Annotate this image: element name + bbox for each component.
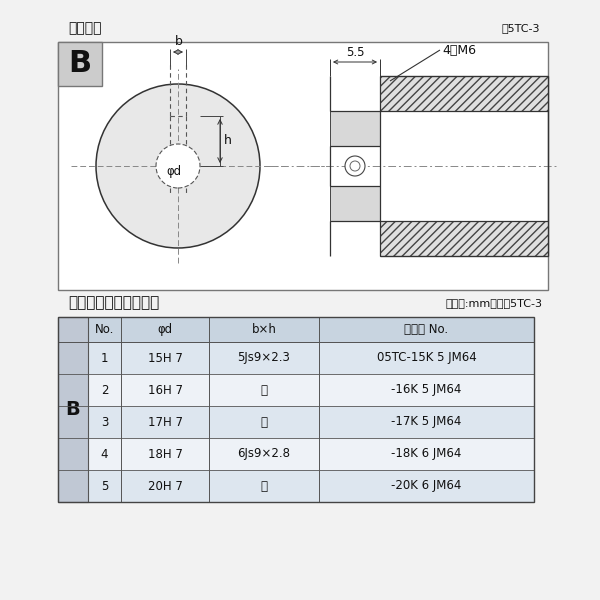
Bar bbox=[88, 470, 534, 502]
Text: 18H 7: 18H 7 bbox=[148, 448, 182, 461]
Text: 5.5: 5.5 bbox=[346, 46, 364, 59]
Circle shape bbox=[156, 144, 200, 188]
Text: b×h: b×h bbox=[251, 323, 277, 336]
Text: 15H 7: 15H 7 bbox=[148, 352, 182, 364]
Text: -16K 5 JM64: -16K 5 JM64 bbox=[391, 383, 461, 397]
Text: -18K 6 JM64: -18K 6 JM64 bbox=[391, 448, 461, 461]
Text: 図5TC-3: 図5TC-3 bbox=[502, 23, 540, 33]
Text: 5Js9×2.3: 5Js9×2.3 bbox=[238, 352, 290, 364]
Bar bbox=[330, 111, 380, 146]
Text: 17H 7: 17H 7 bbox=[148, 415, 182, 428]
Text: 軸穴形状コード一覧表: 軸穴形状コード一覧表 bbox=[68, 295, 159, 311]
Text: B: B bbox=[65, 400, 80, 419]
Bar bbox=[380, 221, 548, 256]
Text: b: b bbox=[175, 35, 183, 48]
Text: 4: 4 bbox=[101, 448, 108, 461]
Text: 20H 7: 20H 7 bbox=[148, 479, 182, 493]
Text: -17K 5 JM64: -17K 5 JM64 bbox=[391, 415, 461, 428]
Bar bbox=[88, 342, 534, 374]
Text: 〃: 〃 bbox=[260, 415, 268, 428]
Text: h: h bbox=[224, 134, 232, 148]
Text: コード No.: コード No. bbox=[404, 323, 449, 336]
Circle shape bbox=[96, 84, 260, 248]
Bar bbox=[380, 76, 548, 111]
Text: B: B bbox=[68, 49, 92, 79]
Bar bbox=[88, 374, 534, 406]
Bar bbox=[58, 42, 548, 290]
Text: 6Js9×2.8: 6Js9×2.8 bbox=[238, 448, 290, 461]
Bar bbox=[88, 317, 534, 342]
Text: 5: 5 bbox=[101, 479, 108, 493]
Text: 2: 2 bbox=[101, 383, 108, 397]
Bar bbox=[58, 42, 102, 86]
Text: 05TC-15K 5 JM64: 05TC-15K 5 JM64 bbox=[377, 352, 476, 364]
Bar bbox=[330, 186, 380, 221]
Text: 〃: 〃 bbox=[260, 479, 268, 493]
Bar bbox=[58, 317, 534, 502]
Bar bbox=[330, 146, 380, 186]
Bar bbox=[58, 317, 88, 502]
Text: No.: No. bbox=[95, 323, 114, 336]
Text: φd: φd bbox=[157, 323, 173, 336]
Text: （単位:mm）　表5TC-3: （単位:mm） 表5TC-3 bbox=[446, 298, 543, 308]
Circle shape bbox=[350, 161, 360, 171]
Text: 4－M6: 4－M6 bbox=[442, 43, 476, 56]
Text: 3: 3 bbox=[101, 415, 108, 428]
Text: 16H 7: 16H 7 bbox=[148, 383, 182, 397]
Text: 軸穴形状: 軸穴形状 bbox=[68, 21, 101, 35]
Text: φd: φd bbox=[166, 166, 182, 179]
Circle shape bbox=[345, 156, 365, 176]
Text: -20K 6 JM64: -20K 6 JM64 bbox=[391, 479, 461, 493]
Bar bbox=[88, 406, 534, 438]
Bar bbox=[88, 438, 534, 470]
Text: 〃: 〃 bbox=[260, 383, 268, 397]
Text: 1: 1 bbox=[101, 352, 108, 364]
